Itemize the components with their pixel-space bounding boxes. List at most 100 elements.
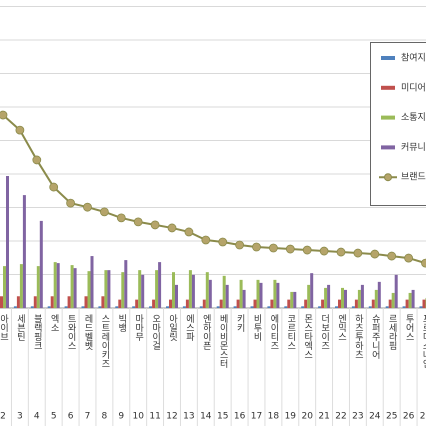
legend-label: 미디어지수 bbox=[401, 82, 426, 93]
line-marker bbox=[235, 240, 245, 250]
bar bbox=[13, 306, 17, 308]
bar bbox=[205, 272, 209, 308]
rank-label: 10 bbox=[132, 412, 144, 422]
category-label: 스트레이키즈 bbox=[99, 314, 109, 368]
bar bbox=[84, 296, 88, 308]
line-marker bbox=[167, 223, 177, 233]
bar bbox=[259, 282, 263, 308]
line-marker bbox=[201, 235, 211, 245]
bar bbox=[335, 306, 338, 308]
line-marker bbox=[184, 227, 194, 237]
bar bbox=[338, 299, 341, 308]
line-marker bbox=[116, 213, 126, 223]
bar bbox=[273, 279, 277, 308]
category-label: 르세라핌 bbox=[387, 314, 397, 350]
category-label: 엔믹스 bbox=[336, 314, 346, 341]
legend-label: 참여지수 bbox=[401, 52, 426, 64]
category-label: 키키 bbox=[235, 314, 245, 333]
category-label: 마마무 bbox=[133, 314, 143, 342]
category-label: 몬스타엑스 bbox=[302, 314, 312, 359]
legend-box bbox=[370, 42, 426, 206]
bar bbox=[344, 289, 347, 308]
rank-label: 21 bbox=[318, 412, 329, 422]
rank-label: 8 bbox=[102, 412, 108, 422]
bar bbox=[202, 299, 206, 308]
bar bbox=[104, 270, 108, 308]
bar bbox=[188, 270, 192, 308]
bar bbox=[324, 287, 328, 308]
line-marker bbox=[302, 245, 312, 255]
rank-label: 3 bbox=[17, 412, 23, 422]
bar bbox=[22, 195, 26, 308]
rank-label: 22 bbox=[335, 412, 346, 422]
rank-label: 7 bbox=[85, 412, 91, 422]
bar bbox=[225, 284, 229, 308]
bar bbox=[394, 274, 398, 308]
bar bbox=[19, 264, 23, 308]
bar bbox=[256, 279, 260, 308]
bar bbox=[53, 262, 57, 308]
bar bbox=[118, 299, 122, 308]
bar bbox=[310, 273, 314, 308]
category-label: 아일릿 bbox=[167, 314, 177, 342]
category-label: 프로미스나인 bbox=[421, 314, 426, 368]
line-marker bbox=[252, 242, 261, 252]
rank-label: 4 bbox=[34, 412, 40, 422]
rank-label: 17 bbox=[251, 412, 262, 422]
line-marker bbox=[0, 110, 8, 120]
bar bbox=[284, 306, 288, 308]
bar bbox=[327, 284, 331, 308]
bar bbox=[6, 176, 9, 308]
bar bbox=[70, 265, 74, 308]
rank-label: 20 bbox=[301, 412, 313, 422]
bar bbox=[287, 299, 291, 308]
category-label: 베이비몬스터 bbox=[218, 314, 228, 369]
category-label: 투어스 bbox=[404, 314, 414, 341]
line-marker bbox=[336, 247, 346, 257]
bar bbox=[50, 296, 54, 308]
bar bbox=[360, 284, 364, 308]
bar bbox=[408, 292, 412, 308]
bar bbox=[152, 299, 156, 308]
rank-label: 14 bbox=[200, 412, 212, 422]
rank-label: 12 bbox=[166, 412, 177, 422]
category-label: 엑소 bbox=[49, 313, 59, 332]
bar bbox=[208, 279, 212, 308]
rank-label: 9 bbox=[118, 412, 124, 422]
rank-label: 6 bbox=[68, 412, 74, 422]
category-label: 하츠투하츠 bbox=[353, 314, 363, 359]
bar bbox=[175, 284, 178, 308]
bar bbox=[419, 306, 423, 308]
rank-label: 5 bbox=[51, 412, 57, 422]
bar bbox=[87, 271, 91, 308]
bar bbox=[47, 306, 51, 308]
bar bbox=[101, 296, 105, 308]
bar bbox=[402, 306, 406, 308]
bar bbox=[149, 306, 153, 308]
bar bbox=[301, 306, 305, 308]
bar bbox=[250, 306, 254, 308]
bar bbox=[0, 296, 3, 308]
category-label: 슈퍼주니어 bbox=[370, 314, 380, 360]
bar bbox=[155, 270, 159, 308]
bar bbox=[422, 299, 426, 308]
legend-label: 브랜드평판지수 bbox=[401, 172, 426, 183]
bar bbox=[56, 263, 60, 308]
bar bbox=[141, 274, 145, 308]
legend-swatch bbox=[381, 115, 395, 120]
bar bbox=[354, 299, 358, 308]
rank-label: 26 bbox=[403, 412, 415, 422]
bar bbox=[391, 292, 395, 308]
category-label: 블랙핑크 bbox=[32, 314, 42, 350]
bar bbox=[64, 306, 68, 308]
category-label: 트와이스 bbox=[66, 314, 76, 350]
category-label: 빅뱅 bbox=[116, 314, 126, 332]
bar bbox=[135, 299, 139, 308]
bar bbox=[67, 296, 71, 308]
bar bbox=[304, 299, 308, 308]
category-label: 아이브 bbox=[0, 314, 8, 341]
bar bbox=[267, 306, 271, 308]
bar bbox=[36, 266, 40, 308]
bar bbox=[166, 306, 169, 308]
bar bbox=[185, 299, 189, 308]
